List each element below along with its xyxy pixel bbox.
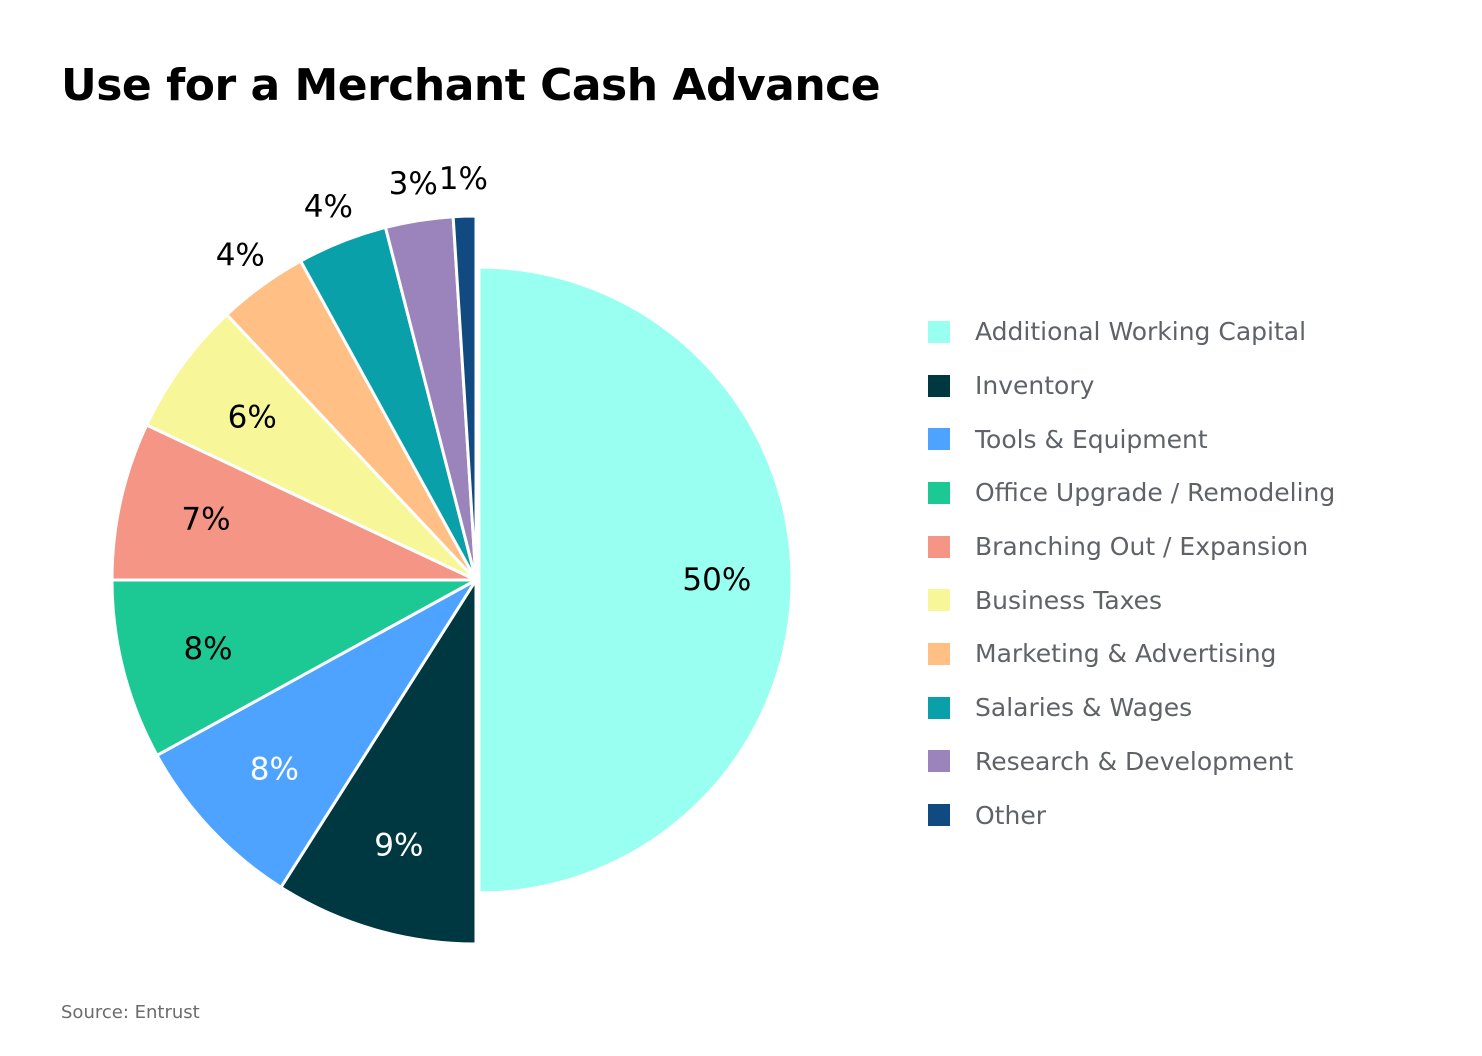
slice-value-label: 8% xyxy=(183,631,232,667)
chart-legend: Additional Working Capital Inventory Tools… xyxy=(928,305,1335,842)
pie-chart: 50% 9% 8% 8% 7% 6% 4% 4% 3% 1% xyxy=(110,161,794,946)
slice-value-label: 4% xyxy=(304,189,353,225)
legend-label: Research & Development xyxy=(975,746,1294,776)
legend-label: Office Upgrade / Remodeling xyxy=(975,478,1336,508)
pie-slice xyxy=(110,423,478,582)
pie-slice xyxy=(451,214,478,582)
legend-swatch xyxy=(928,481,950,504)
legend-swatch xyxy=(928,589,950,612)
legend-label: Salaries & Wages xyxy=(975,693,1193,723)
legend-item: Business Taxes xyxy=(928,573,1335,627)
legend-swatch xyxy=(928,374,950,397)
chart-title: Use for a Merchant Cash Advance xyxy=(61,60,881,111)
slice-value-label: 8% xyxy=(250,751,299,787)
legend-swatch xyxy=(928,535,950,558)
legend-swatch xyxy=(928,696,950,719)
legend-swatch xyxy=(928,320,950,343)
legend-swatch xyxy=(928,428,950,451)
pie-slice xyxy=(145,313,478,582)
pie-slice xyxy=(279,578,478,946)
legend-label: Other xyxy=(975,800,1046,830)
legend-label: Business Taxes xyxy=(975,585,1163,615)
legend-item: Salaries & Wages xyxy=(928,681,1335,735)
legend-item: Tools & Equipment xyxy=(928,412,1335,466)
legend-item: Marketing & Advertising xyxy=(928,627,1335,681)
legend-label: Tools & Equipment xyxy=(975,424,1208,454)
source-note: Source: Entrust xyxy=(61,1002,200,1023)
legend-item: Office Upgrade / Remodeling xyxy=(928,466,1335,520)
pie-slice xyxy=(477,265,794,895)
legend-item: Branching Out / Expansion xyxy=(928,520,1335,574)
legend-item: Other xyxy=(928,788,1335,842)
legend-swatch xyxy=(928,642,950,665)
pie-slice xyxy=(110,578,478,757)
legend-label: Branching Out / Expansion xyxy=(975,532,1309,562)
slice-value-label: 7% xyxy=(181,502,230,538)
legend-label: Marketing & Advertising xyxy=(975,639,1277,669)
slice-value-label: 9% xyxy=(374,828,423,864)
legend-item: Inventory xyxy=(928,359,1335,413)
pie-slice xyxy=(155,578,478,889)
legend-label: Inventory xyxy=(975,371,1095,401)
slice-value-label: 50% xyxy=(682,562,751,598)
slice-value-label: 3% xyxy=(389,166,438,202)
legend-swatch xyxy=(928,750,950,773)
legend-swatch xyxy=(928,804,950,827)
legend-label: Additional Working Capital xyxy=(975,317,1307,347)
legend-item: Research & Development xyxy=(928,735,1335,789)
slice-value-label: 1% xyxy=(439,161,488,197)
slice-value-label: 4% xyxy=(216,238,265,274)
slice-value-label: 6% xyxy=(228,399,277,435)
legend-item: Additional Working Capital xyxy=(928,305,1335,359)
